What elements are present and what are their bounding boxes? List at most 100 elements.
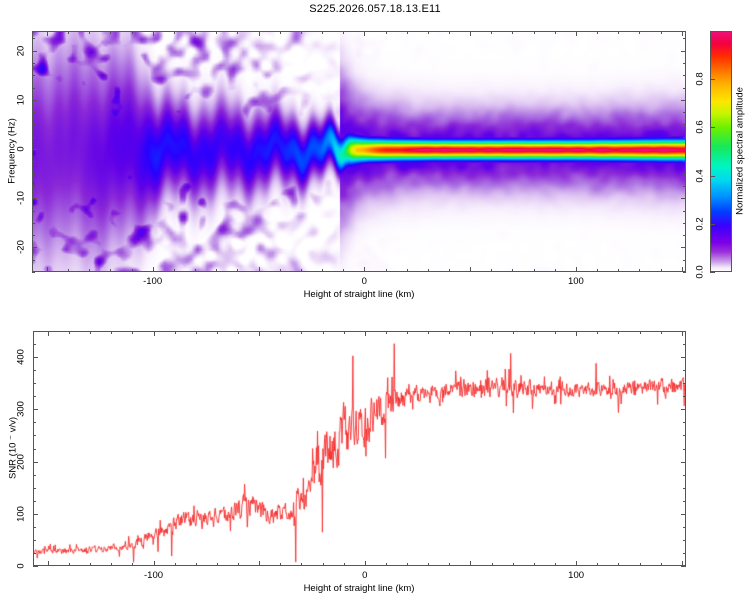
- y-tick-minor-right: [681, 247, 686, 249]
- y-tick-minor: [32, 173, 35, 175]
- snr-x-tick: [216, 563, 218, 566]
- colorbar-tick-label: 0.6: [694, 120, 706, 134]
- y-tick-minor-right: [681, 149, 686, 150]
- x-tick-minor-top: [364, 31, 366, 36]
- y-tick-minor-right: [683, 235, 686, 237]
- snr-x-tick-top: [618, 331, 620, 334]
- x-tick-minor: [322, 269, 323, 272]
- snr-x-tick: [385, 563, 387, 566]
- x-tick-minor-top: [618, 31, 620, 34]
- x-tick-minor-top: [195, 31, 196, 34]
- snr-axes: [33, 331, 686, 566]
- snr-y-tick: [33, 331, 36, 332]
- snr-x-tick: [47, 561, 49, 566]
- y-tick-minor-right: [683, 185, 686, 187]
- snr-x-tick-top: [660, 331, 662, 334]
- snr-y-tick-right: [683, 487, 686, 489]
- x-tick-minor-top: [554, 31, 556, 34]
- snr-x-tick: [428, 563, 430, 566]
- y-tick-minor: [32, 247, 37, 249]
- snr-x-tick-label: 0: [362, 570, 368, 581]
- y-tick-minor-right: [683, 173, 686, 175]
- snr-y-tick-right: [683, 383, 686, 385]
- x-tick-minor-top: [512, 31, 514, 34]
- x-tick-minor: [639, 269, 641, 272]
- snr-xlabel: Height of straight line (km): [303, 583, 415, 594]
- snr-x-tick-top: [343, 331, 345, 334]
- snr-x-tick: [555, 563, 556, 566]
- x-tick-minor: [575, 267, 577, 272]
- x-tick-minor: [618, 269, 620, 272]
- y-tick-minor-right: [683, 124, 686, 126]
- snr-x-tick: [68, 563, 70, 566]
- spectrogram-ylabel: Frequency (Hz): [6, 118, 18, 184]
- x-tick-minor: [237, 269, 239, 272]
- snr-x-tick: [364, 561, 366, 566]
- snr-y-tick: [33, 448, 36, 450]
- x-tick-minor: [681, 267, 683, 272]
- y-tick-minor: [32, 50, 37, 52]
- x-tick-minor-top: [46, 31, 48, 36]
- x-tick-minor: [300, 269, 302, 272]
- snr-x-tick: [618, 563, 620, 566]
- y-tick-minor-right: [683, 63, 686, 64]
- snr-x-tick: [90, 563, 92, 566]
- snr-x-tick-top: [407, 331, 408, 334]
- colorbar-tick-label: 0.8: [694, 72, 706, 86]
- y-tick-minor: [32, 259, 35, 261]
- y-tick-minor: [32, 185, 35, 187]
- x-tick-label: 100: [567, 276, 584, 287]
- x-tick-minor-top: [427, 31, 429, 34]
- snr-y-tick-right: [683, 539, 686, 541]
- snr-y-tick: [33, 370, 36, 372]
- colorbar-label: Normalized spectral amplitude: [734, 87, 746, 215]
- y-tick-minor: [32, 136, 35, 138]
- colorbar-tick: [710, 272, 715, 273]
- snr-x-tick: [301, 563, 303, 566]
- snr-y-tick-right: [683, 474, 686, 476]
- y-tick-minor-right: [681, 99, 686, 101]
- x-tick-minor: [512, 269, 514, 272]
- y-tick-minor-right: [683, 87, 686, 89]
- snr-y-tick-label: 100: [15, 505, 27, 522]
- colorbar-tick: [710, 127, 715, 129]
- colorbar-tick-label: 0.2: [694, 217, 706, 231]
- x-tick-minor-top: [279, 31, 281, 34]
- y-tick-minor-right: [681, 50, 686, 52]
- snr-x-tick-top: [301, 331, 303, 334]
- snr-x-tick-top: [90, 331, 92, 334]
- snr-x-tick-top: [470, 331, 472, 336]
- x-tick-minor: [554, 269, 556, 272]
- x-tick-minor: [660, 269, 662, 272]
- snr-line-trace: [34, 332, 685, 565]
- y-tick-minor: [32, 87, 35, 89]
- x-tick-minor-top: [216, 31, 218, 34]
- snr-y-tick-right: [683, 448, 686, 450]
- x-tick-minor-top: [681, 31, 683, 36]
- snr-x-tick: [512, 563, 514, 566]
- x-tick-minor: [427, 269, 429, 272]
- figure-title: S225.2026.057.18.13.E11: [309, 3, 441, 15]
- snr-y-tick-right: [683, 331, 686, 332]
- x-tick-minor-top: [343, 31, 345, 34]
- snr-x-tick: [639, 563, 641, 566]
- y-tick-minor: [32, 112, 35, 114]
- y-tick-minor-right: [683, 259, 686, 261]
- snr-x-tick: [449, 563, 451, 566]
- y-tick-minor: [32, 63, 35, 64]
- x-tick-minor: [343, 269, 345, 272]
- y-tick-minor: [32, 75, 35, 77]
- snr-y-tick-right: [683, 435, 686, 437]
- snr-y-tick-right: [683, 526, 686, 528]
- y-tick-minor: [32, 38, 35, 40]
- x-tick-minor-top: [533, 31, 535, 34]
- x-tick-minor: [173, 269, 175, 272]
- y-tick-minor-right: [683, 75, 686, 77]
- snr-x-tick: [491, 563, 493, 566]
- y-tick-minor: [32, 149, 37, 150]
- x-tick-minor-top: [385, 31, 387, 34]
- snr-x-tick: [407, 563, 408, 566]
- x-tick-minor: [364, 267, 366, 272]
- snr-x-tick: [153, 561, 155, 566]
